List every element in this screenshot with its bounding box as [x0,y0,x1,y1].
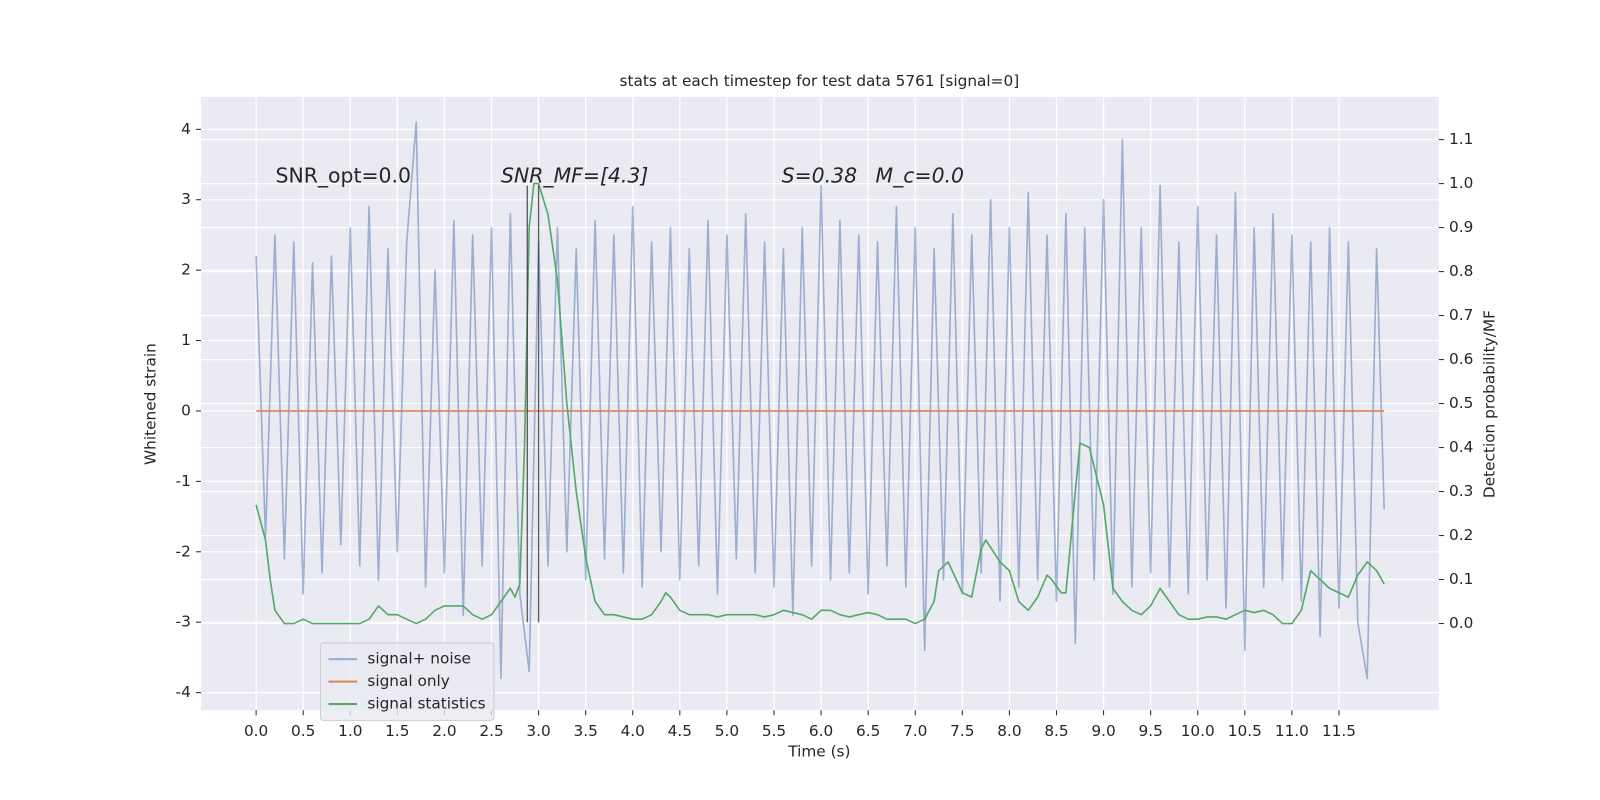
y2-tick-label: 0.6 [1449,350,1473,368]
x-tick-label: 4.5 [668,722,692,740]
y2-axis-label: Detection probability/MF [1480,310,1498,498]
x-tick-label: 8.0 [997,722,1021,740]
x-tick-label: 4.0 [621,722,645,740]
legend-label: signal only [367,672,449,690]
x-tick-label: 3.0 [526,722,550,740]
legend-label: signal+ noise [367,650,471,668]
x-tick-label: 0.5 [291,722,315,740]
x-tick-label: 11.0 [1275,722,1309,740]
x-tick-label: 5.0 [715,722,739,740]
y2-tick-label: 0.2 [1449,526,1473,544]
y2-tick-label: 0.3 [1449,482,1473,500]
x-tick-label: 7.5 [950,722,974,740]
x-tick-label: 9.5 [1138,722,1162,740]
annotation: M_c=0.0 [876,164,965,189]
marks [255,121,1385,680]
x-tick-label: 1.0 [338,722,362,740]
y-tick-label: -1 [176,472,191,490]
x-tick-label: 3.5 [574,722,598,740]
y2-tick-label: 0.7 [1449,306,1473,324]
y-tick-label: -3 [176,613,191,631]
annotation: S=0.38 [782,164,857,188]
x-tick-label: 7.0 [903,722,927,740]
x-tick-label: 5.5 [762,722,786,740]
y2-tick-label: 1.1 [1449,130,1473,148]
legend-box [319,642,495,721]
y-tick-label: -4 [176,683,191,701]
x-tick-label: 2.5 [479,722,503,740]
y2-tick-label: 1.0 [1449,174,1473,192]
y-tick-label: 0 [181,401,191,419]
x-tick-label: 2.0 [432,722,456,740]
y-tick-label: -2 [176,542,191,560]
x-tick-label: 10.5 [1228,722,1262,740]
grid [201,96,1439,711]
x-tick-label: 8.5 [1044,722,1068,740]
y-tick-label: 3 [181,190,191,208]
y-tick-label: 2 [181,261,191,279]
x-tick-label: 9.0 [1091,722,1115,740]
x-axis-label: Time (s) [787,743,850,761]
y-axis-label: Whitened strain [142,343,160,465]
y2-tick-label: 0.0 [1449,614,1473,632]
annotation: SNR_MF=[4.3] [501,164,648,189]
y2-tick-label: 0.9 [1449,218,1473,236]
y2-tick-label: 0.5 [1449,394,1473,412]
y-tick-label: 4 [181,120,191,138]
y2-tick-label: 0.8 [1449,262,1473,280]
y2-tick-label: 0.1 [1449,570,1473,588]
x-tick-label: 6.5 [856,722,880,740]
series-line [255,121,1385,680]
chart-title: stats at each timestep for test data 576… [620,72,1020,90]
x-tick-label: 6.0 [809,722,833,740]
legend-label: signal statistics [367,695,485,713]
annotation: SNR_opt=0.0 [276,164,412,189]
x-tick-label: 0.0 [244,722,268,740]
y2-tick-label: 0.4 [1449,438,1473,456]
x-tick-label: 11.5 [1322,722,1356,740]
y-tick-label: 1 [181,331,191,349]
x-tick-label: 10.0 [1181,722,1215,740]
x-tick-label: 1.5 [385,722,409,740]
series-line [255,182,1385,625]
